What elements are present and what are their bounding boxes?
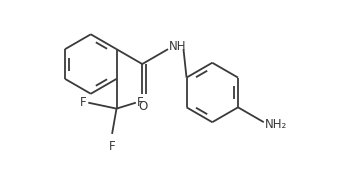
Text: F: F [80,96,87,109]
Text: F: F [137,96,144,109]
Text: NH₂: NH₂ [265,118,287,131]
Text: O: O [138,100,147,113]
Text: F: F [109,140,116,153]
Text: NH: NH [169,40,187,53]
